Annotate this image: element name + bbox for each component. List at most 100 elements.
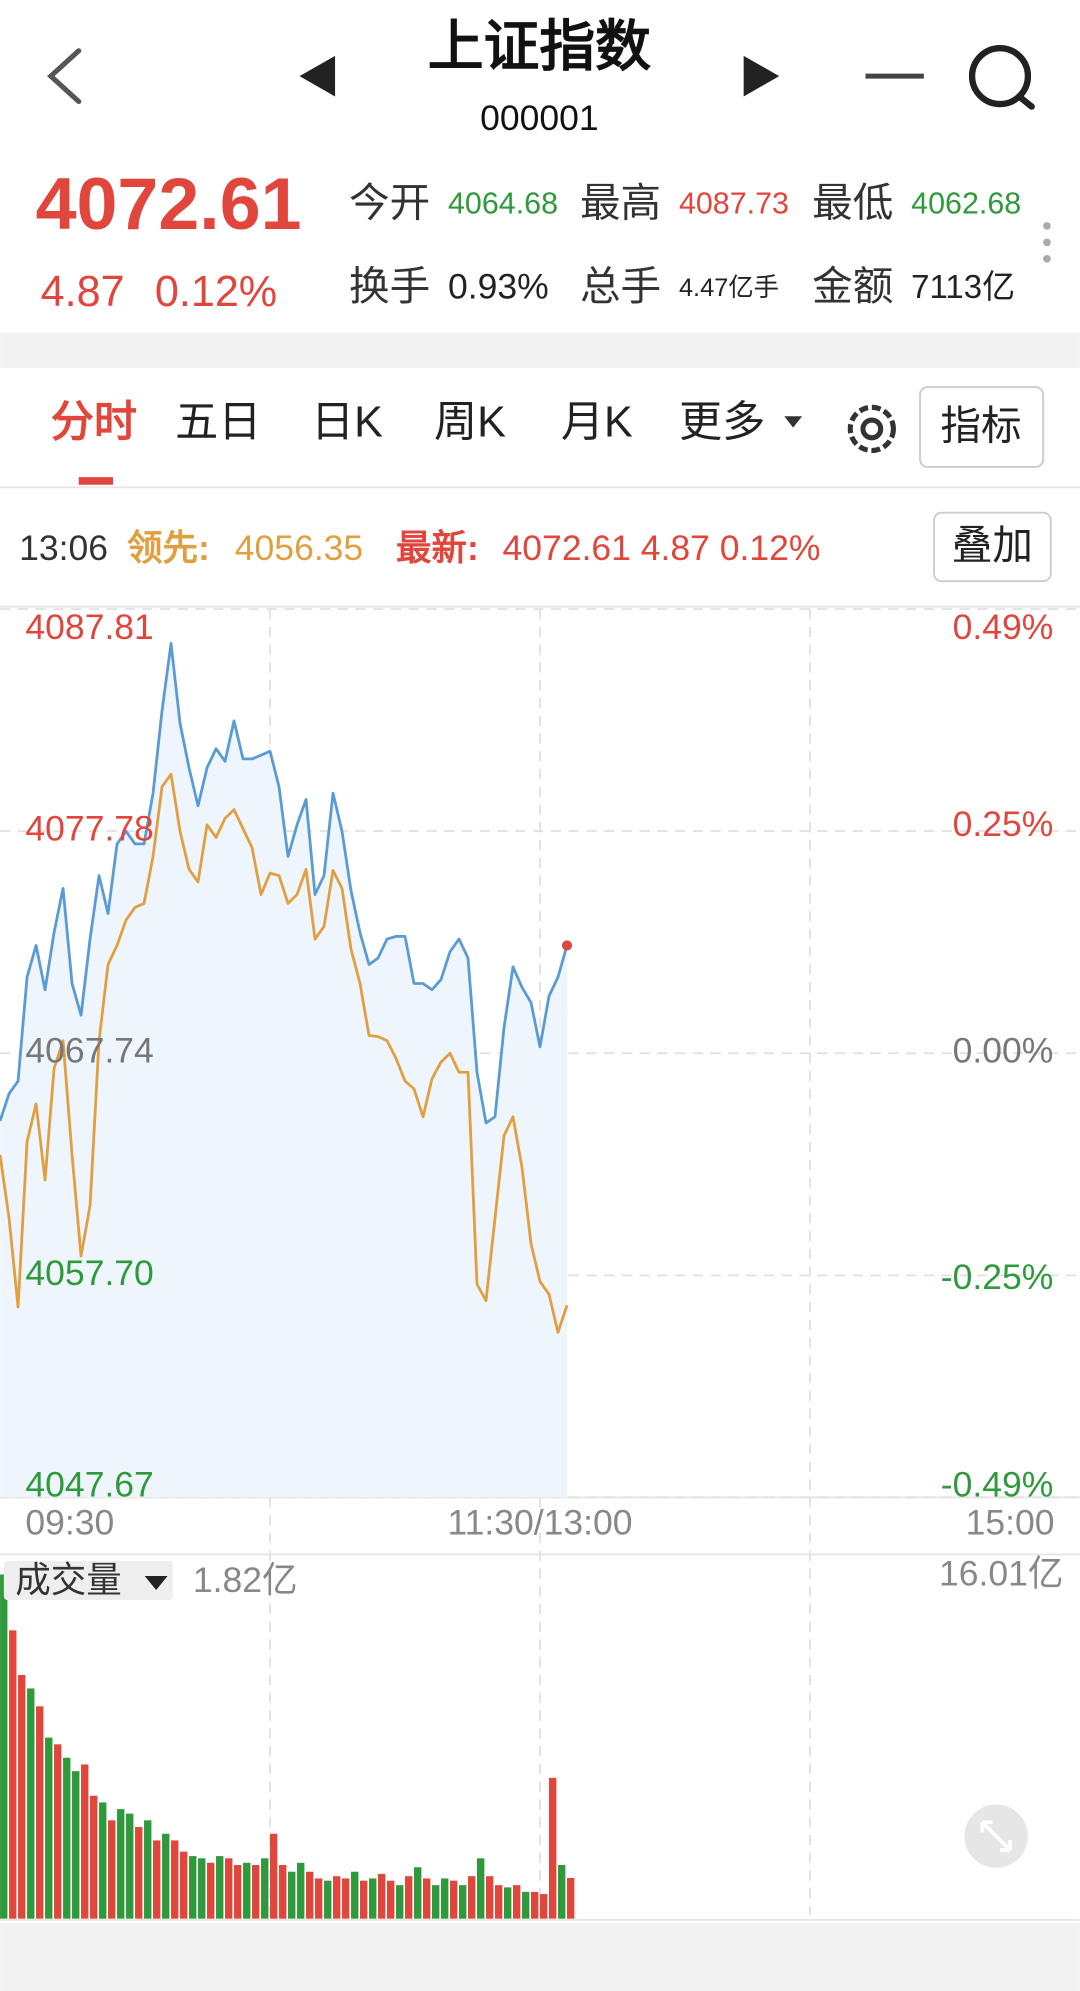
volume-bar	[486, 1876, 494, 1919]
divider-band	[0, 332, 1080, 368]
tab[interactable]: 日K	[311, 398, 383, 446]
volume-bar	[81, 1764, 89, 1919]
volume-bar	[18, 1675, 26, 1919]
volume-bar	[477, 1858, 485, 1919]
expand-button[interactable]	[964, 1804, 1028, 1868]
volume-bar	[270, 1833, 278, 1919]
lead-label: 领先:	[127, 528, 210, 568]
volume-bar	[566, 1877, 575, 1919]
stat-value: 4062.68	[911, 187, 1021, 221]
volume-bar	[216, 1856, 224, 1919]
volume-bar	[153, 1840, 161, 1919]
x-tick-label: 15:00	[966, 1503, 1055, 1543]
volume-bar	[540, 1894, 548, 1919]
stat-value: 4064.68	[448, 187, 558, 221]
tab[interactable]: 更多	[679, 398, 765, 446]
tab[interactable]: 五日	[175, 398, 261, 446]
volume-bar	[315, 1878, 323, 1919]
volume-bar	[0, 1574, 8, 1919]
volume-bar	[9, 1630, 17, 1919]
stat-value: 7113亿	[911, 268, 1015, 305]
volume-current: 1.82亿	[193, 1560, 298, 1600]
volume-title: 成交量	[15, 1560, 122, 1600]
volume-bar	[126, 1813, 134, 1919]
bottom-band	[0, 1922, 1080, 1991]
volume-bar	[162, 1833, 170, 1919]
volume-bar	[171, 1840, 179, 1919]
indicator-button[interactable]	[919, 386, 1045, 468]
volume-bar	[468, 1876, 476, 1919]
volume-bar	[99, 1802, 107, 1919]
y-tick-label: 4087.81	[25, 607, 153, 647]
tab[interactable]: 周K	[434, 398, 506, 446]
volume-bar	[54, 1744, 62, 1919]
stat-label: 金额	[812, 263, 893, 309]
volume-dropdown-arrow	[144, 1576, 168, 1591]
stat-value: 4.47亿手	[679, 274, 779, 302]
volume-bar	[396, 1885, 404, 1919]
volume-bar	[90, 1795, 98, 1919]
price: 4072.61	[36, 162, 302, 245]
volume-bar	[261, 1858, 269, 1919]
volume-bar	[557, 1865, 566, 1919]
volume-bar	[279, 1865, 287, 1919]
latest-value: 4072.61 4.87 0.12%	[503, 528, 821, 568]
area	[0, 643, 568, 1498]
latest-label: 最新:	[396, 528, 479, 568]
back-button[interactable]	[47, 48, 82, 105]
lead-value: 4056.35	[235, 528, 363, 568]
volume-bar	[459, 1885, 467, 1919]
volume-bar	[342, 1878, 350, 1919]
volume-bar	[225, 1858, 233, 1919]
volume-bar	[548, 1777, 557, 1919]
x-tick-label: 09:30	[25, 1503, 114, 1543]
volume-bar	[243, 1862, 251, 1919]
volume-bar	[297, 1862, 305, 1919]
tab[interactable]: 分时	[51, 398, 137, 446]
next-button[interactable]	[743, 55, 780, 97]
last-point	[561, 940, 573, 951]
volume-bar	[495, 1885, 503, 1919]
volume-selector[interactable]	[3, 1560, 173, 1601]
volume-bar	[27, 1688, 35, 1919]
y-tick-label: 4057.70	[25, 1253, 153, 1293]
tab[interactable]: 月K	[561, 398, 633, 446]
volume-bar	[450, 1880, 458, 1919]
volume-bar	[198, 1858, 206, 1919]
plot: 16.01亿 4087.81 4077.78 4067.74 4057.70 4047.6…	[0, 607, 1080, 1919]
volume-bar	[504, 1887, 512, 1919]
search-handle	[1015, 93, 1035, 110]
indicator-button-label: 指标	[940, 403, 1021, 449]
volume-bar	[63, 1757, 71, 1919]
volume-bar	[45, 1737, 53, 1919]
more-dots[interactable]	[1043, 222, 1051, 263]
expand-icon	[980, 1820, 1013, 1853]
prev-button[interactable]	[299, 55, 336, 97]
volume-bar	[117, 1809, 125, 1919]
stock-code: 000001	[480, 98, 599, 138]
volume-max-label: 16.01亿	[939, 1553, 1063, 1593]
stat-value: 4087.73	[679, 187, 789, 221]
y2-tick-label: 0.49%	[953, 607, 1054, 647]
stat-label: 总手	[580, 263, 661, 309]
gear-inner	[860, 417, 884, 441]
volume-bar	[288, 1871, 296, 1919]
volume-bar	[432, 1885, 440, 1919]
search-button[interactable]	[968, 45, 1035, 110]
dropdown-arrow	[784, 416, 803, 428]
y-tick-label: 4047.67	[25, 1465, 153, 1505]
volume-bar	[531, 1891, 539, 1919]
volume-bar	[234, 1865, 242, 1919]
volume-bar	[423, 1878, 431, 1919]
volume-bar	[378, 1873, 386, 1919]
search-icon	[968, 45, 1032, 108]
info-time: 13:06	[19, 528, 108, 568]
stat-value: 0.93%	[448, 267, 549, 307]
overlay-button[interactable]	[933, 511, 1052, 583]
stock-name: 上证指数	[428, 15, 651, 78]
settings-button[interactable]	[847, 404, 896, 454]
line	[0, 772, 569, 1334]
stat-label: 最低	[812, 179, 893, 225]
